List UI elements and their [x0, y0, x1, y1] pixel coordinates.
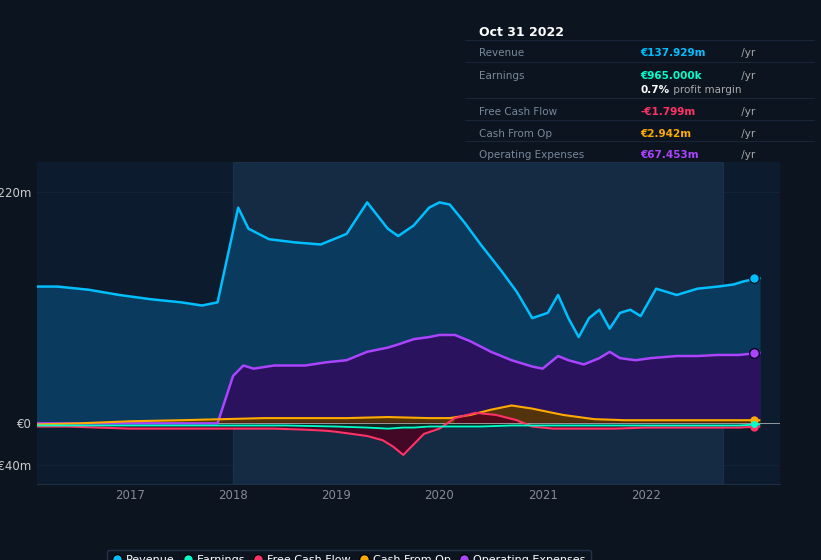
Text: €2.942m: €2.942m: [640, 129, 691, 139]
Text: Cash From Op: Cash From Op: [479, 129, 552, 139]
Text: €137.929m: €137.929m: [640, 49, 705, 58]
Text: -€1.799m: -€1.799m: [640, 107, 695, 117]
Text: Revenue: Revenue: [479, 49, 524, 58]
Bar: [233, 162, 723, 484]
Text: €965.000k: €965.000k: [640, 71, 702, 81]
Text: 0.7%: 0.7%: [640, 86, 669, 96]
Text: /yr: /yr: [738, 49, 755, 58]
Text: /yr: /yr: [738, 107, 755, 117]
Text: €67.453m: €67.453m: [640, 150, 699, 160]
Text: Free Cash Flow: Free Cash Flow: [479, 107, 557, 117]
Text: /yr: /yr: [738, 150, 755, 160]
Text: profit margin: profit margin: [670, 86, 741, 96]
Legend: Revenue, Earnings, Free Cash Flow, Cash From Op, Operating Expenses: Revenue, Earnings, Free Cash Flow, Cash …: [107, 549, 591, 560]
Text: Earnings: Earnings: [479, 71, 525, 81]
Text: Oct 31 2022: Oct 31 2022: [479, 26, 564, 39]
Text: /yr: /yr: [738, 71, 755, 81]
Text: Operating Expenses: Operating Expenses: [479, 150, 585, 160]
Text: /yr: /yr: [738, 129, 755, 139]
